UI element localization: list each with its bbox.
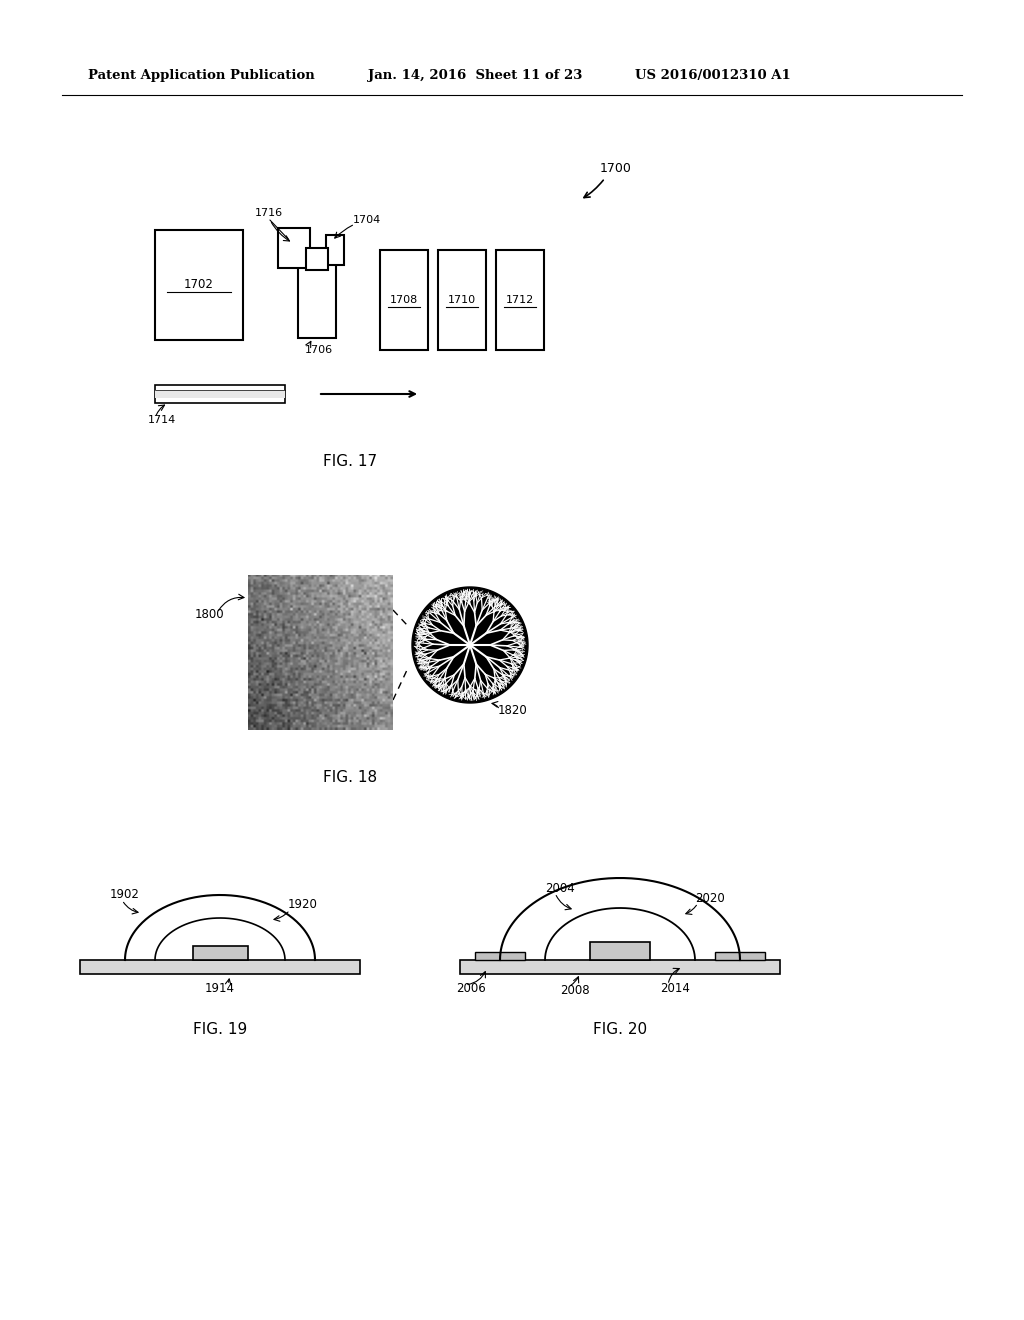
Bar (306, 248, 328, 271)
Bar (460, 960, 780, 974)
Bar (278, 228, 310, 268)
Text: 1914: 1914 (205, 982, 234, 994)
Text: 1714: 1714 (148, 414, 176, 425)
Bar (496, 249, 544, 350)
Text: Patent Application Publication: Patent Application Publication (88, 69, 314, 82)
Text: 1706: 1706 (305, 345, 333, 355)
Bar (715, 952, 765, 960)
Text: 2006: 2006 (456, 982, 485, 994)
Polygon shape (412, 587, 528, 704)
Bar (193, 946, 248, 960)
Text: 1800: 1800 (195, 609, 224, 622)
Text: FIG. 19: FIG. 19 (193, 1023, 247, 1038)
Text: 1702: 1702 (184, 279, 214, 292)
Text: 1704: 1704 (353, 215, 381, 224)
Text: 1710: 1710 (447, 294, 476, 305)
Text: 1708: 1708 (390, 294, 418, 305)
Bar (326, 235, 344, 265)
Text: FIG. 20: FIG. 20 (593, 1023, 647, 1038)
Bar (155, 230, 243, 341)
Text: FIG. 17: FIG. 17 (323, 454, 377, 470)
Bar (475, 952, 525, 960)
Text: 1920: 1920 (288, 899, 317, 912)
Text: Jan. 14, 2016  Sheet 11 of 23: Jan. 14, 2016 Sheet 11 of 23 (368, 69, 583, 82)
Bar (590, 942, 650, 960)
Text: 2020: 2020 (695, 891, 725, 904)
Bar (80, 960, 360, 974)
Text: 1700: 1700 (600, 161, 632, 174)
Text: 2004: 2004 (545, 882, 574, 895)
Text: US 2016/0012310 A1: US 2016/0012310 A1 (635, 69, 791, 82)
Text: FIG. 18: FIG. 18 (323, 771, 377, 785)
Text: 2014: 2014 (660, 982, 690, 994)
Text: 1712: 1712 (506, 294, 535, 305)
Text: 2008: 2008 (560, 983, 590, 997)
Bar (438, 249, 486, 350)
Text: 1716: 1716 (255, 209, 283, 218)
Text: 1902: 1902 (110, 888, 140, 902)
Bar (298, 263, 336, 338)
Bar (155, 385, 285, 403)
Text: 1820: 1820 (498, 704, 527, 717)
Bar (155, 389, 285, 399)
Bar (380, 249, 428, 350)
